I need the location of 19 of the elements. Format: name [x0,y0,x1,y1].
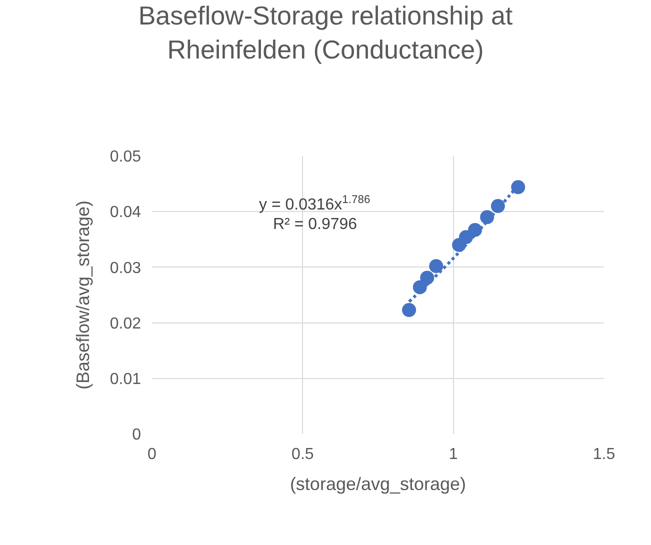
x-tick-label: 1 [448,446,458,463]
x-tick-label: 1.5 [592,446,616,463]
x-tick-label: 0.5 [292,446,314,463]
point [429,259,444,274]
annotation: y = 0.0316x$^{1.786}$ [259,194,370,214]
y-tick-label: 0.04 [110,204,142,222]
y-tick-label: 0.01 [110,371,142,388]
y-tick-label: 0.03 [110,260,142,277]
point [511,180,526,194]
y-tick-label: 0.02 [110,315,142,332]
x-axis-title: (storage/avg_storage) [290,474,466,494]
point [402,303,416,318]
y-axis-title: (Baseflow/avg_storage) [73,200,94,390]
y-tick-label: 0 [132,426,142,444]
chart-title: Baseflow-Storage relationship at Rheinfelden (Conductance) [138,0,514,64]
x-tick-label: 0 [148,446,157,463]
point [420,270,434,285]
annotation: R² = 0.9796 [273,216,358,233]
y-tick-label: 0.05 [110,148,142,166]
